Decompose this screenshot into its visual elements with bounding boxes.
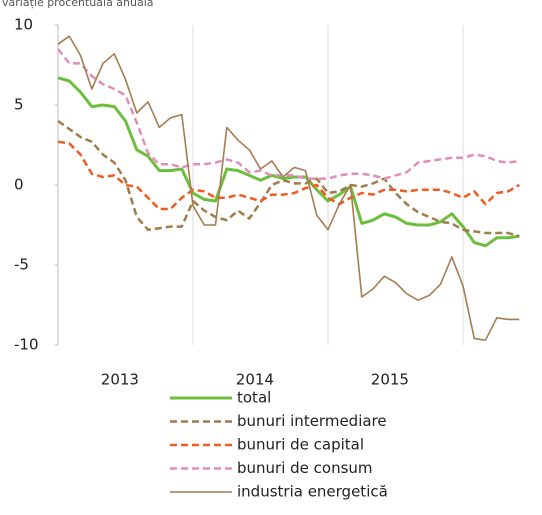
legend-label: bunuri intermediare <box>237 412 387 430</box>
y-tick-label: -10 <box>14 336 39 354</box>
legend-label: industria energetică <box>237 483 388 501</box>
legend-label: bunuri de consum <box>237 459 373 477</box>
subtitle: variație procentuală anuală <box>2 0 154 9</box>
series-line <box>57 76 520 248</box>
y-tick-label: 10 <box>14 16 33 34</box>
x-tick-label: 2015 <box>371 371 409 389</box>
series-line <box>57 119 520 238</box>
y-tick-label: 5 <box>14 96 24 114</box>
legend-label: bunuri de capital <box>237 436 364 454</box>
series-line <box>57 35 520 341</box>
x-tick-label: 2013 <box>101 371 139 389</box>
legend-label: total <box>237 389 271 407</box>
x-tick-label: 2014 <box>236 371 274 389</box>
y-tick-label: -5 <box>14 256 29 274</box>
y-tick-label: 0 <box>14 176 24 194</box>
series-line <box>57 48 520 180</box>
